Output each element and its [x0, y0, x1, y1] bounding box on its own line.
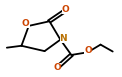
Text: O: O [53, 63, 61, 72]
Text: O: O [85, 46, 92, 55]
Text: O: O [22, 19, 30, 28]
Text: N: N [60, 34, 67, 43]
Text: O: O [62, 5, 70, 14]
